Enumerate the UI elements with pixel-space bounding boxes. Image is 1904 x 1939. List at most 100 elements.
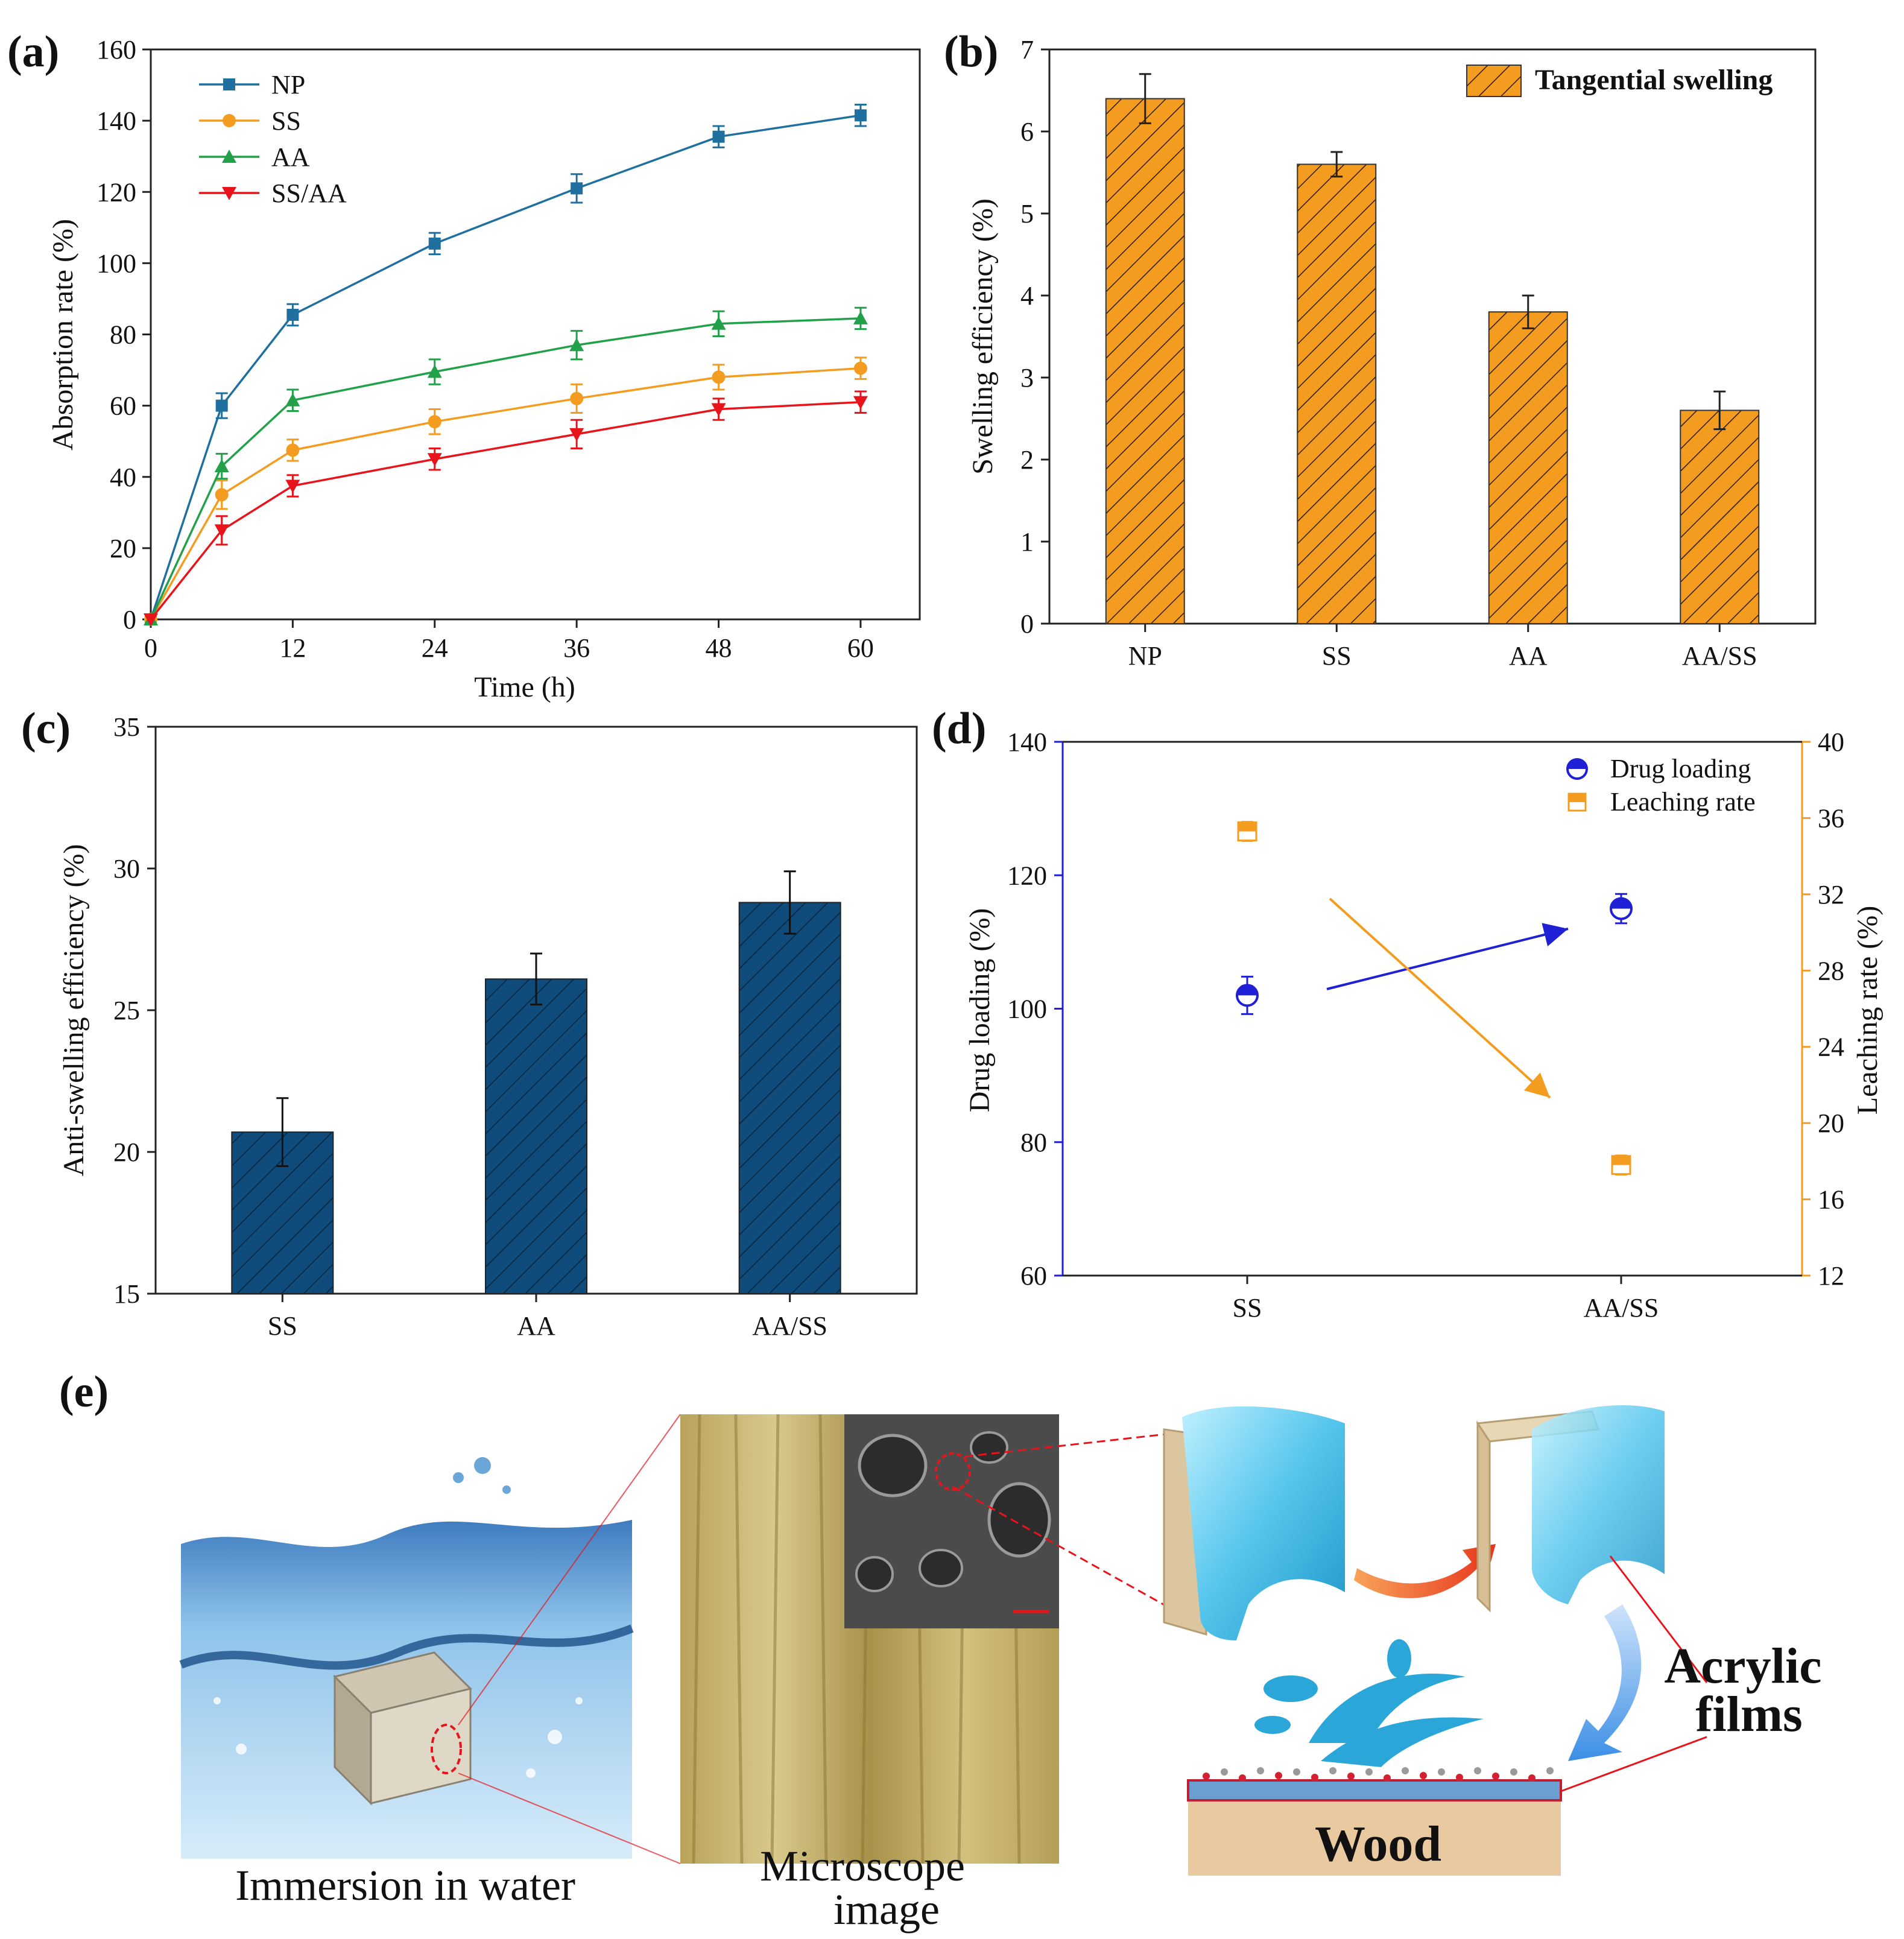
chart-a-legend-label: SS/AA [271,179,347,208]
chart-a-point [428,237,441,250]
chart-a-xtick-label: 0 [144,633,157,663]
chart-d-drug-loading-point-fill [1237,985,1257,996]
chart-a-ytick-label: 140 [96,106,136,136]
chart-d-leaching-point-fill [1612,1156,1630,1165]
deposit-arrow-icon [1568,1604,1642,1761]
chart-b-frame [1048,48,1817,625]
chart-c-xtick-label: AA/SS [752,1311,827,1341]
chart-d-xtick-label: AA/SS [1584,1293,1659,1323]
chart-a-ytick-label: 80 [110,320,136,350]
chart-a-point [712,370,726,384]
caption-acrylic: Acrylic [1664,1638,1821,1694]
chart-d-right-ylabel: Leaching rate (%) [1852,906,1883,1115]
chart-a-point [144,613,158,627]
chart-d-legend-marker-fill [1567,759,1587,769]
panel-a: (a) 0 20 40 60 80 100 120 140 160 0 12 24 36 48 60 NP S… [7,27,921,703]
chart-a-ytick-label: 20 [110,534,136,563]
chart-d-axes: 60 80 100 120 140 12 16 20 24 28 32 36 40 SS AA/SS [1007,727,1844,1323]
caption-microscope-line1: Microscope [760,1842,965,1890]
chart-a-point [214,524,229,538]
panel-label-e: (e) [59,1367,109,1417]
chart-c-axes: 15 20 25 30 35 SS AA AA/SS [113,712,827,1341]
chart-a-xtick-label: 12 [279,633,306,663]
chart-a-point [854,109,867,122]
chart-a-point [853,311,868,324]
chart-a-legend-marker [223,78,235,90]
chart-b-bars [1105,73,1760,625]
chart-b-ytick-label: 3 [1020,363,1034,393]
chart-a-ytick-label: 100 [96,248,136,278]
chart-a-legend-label: AA [271,142,310,172]
chart-a-point [215,399,228,412]
chart-a-point [428,415,441,429]
cell-wall-with-film-icon [1476,1405,1665,1613]
chart-a-legend-label: SS [271,106,301,136]
chart-a-ytick-label: 60 [110,391,136,421]
chart-a-point [570,391,584,405]
chart-a-point [711,316,726,330]
chart-a-point [853,396,868,410]
chart-a-series [144,104,868,627]
chart-d-left-ytick-label: 120 [1007,861,1047,890]
chart-b-ytick-label: 7 [1020,35,1034,65]
chart-a-xtick-label: 36 [563,633,590,663]
chart-d-leaching-point-fill [1238,822,1256,832]
chart-b-bar [1680,410,1760,625]
chart-d-legend: Drug loading Leaching rate [1566,754,1756,817]
chart-b-xtick-label: AA [1509,641,1548,671]
chart-a-point [214,459,229,473]
chart-b-xtick-label: SS [1322,641,1352,671]
chart-a-xtick-label: 24 [422,633,448,663]
panel-label-a: (a) [7,27,59,77]
chart-d-right-ytick-label: 40 [1818,727,1844,757]
chart-a-xlabel: Time (h) [474,671,575,703]
panel-label-b: (b) [944,27,998,77]
chart-a-point [285,393,300,406]
chart-d-left-ytick-label: 100 [1007,995,1047,1024]
chart-c-ytick-label: 30 [113,854,140,884]
chart-a-axes: 0 20 40 60 80 100 120 140 160 0 12 24 36 48 60 [96,35,874,663]
chart-a-legend-marker [222,187,236,200]
chart-c-ytick-label: 20 [113,1137,140,1167]
chart-a-legend-marker [222,150,236,163]
chart-d-legend-marker-fill [1569,794,1586,802]
chart-d-increase-arrow [1326,923,1569,990]
chart-d-right-ytick-label: 24 [1818,1033,1844,1062]
chart-c-ytick-label: 15 [113,1279,140,1309]
chart-a-point [215,488,229,502]
transform-arrow-icon [1354,1544,1496,1598]
chart-d-left-ytick-label: 60 [1020,1261,1047,1291]
chart-b-legend-label: Tangential swelling [1535,64,1773,96]
chart-a-xtick-label: 60 [847,633,874,663]
chart-a-line-ss [150,367,861,620]
caption-films: films [1695,1686,1802,1742]
chart-a-frame [150,48,921,621]
cell-wall-with-gel-icon [1163,1406,1345,1640]
chart-d-decrease-arrow [1329,897,1551,1099]
chart-a-point [712,130,725,143]
chart-d-left-ylabel: Drug loading (%) [964,908,996,1113]
chart-d-right-ytick-label: 16 [1818,1185,1844,1215]
chart-d-right-ytick-label: 32 [1818,880,1844,909]
chart-a-ylabel: Absorption rate (%) [47,219,79,451]
chart-b-ytick-label: 5 [1020,199,1034,229]
chart-c-ylabel: Anti-swelling efficiency (%) [58,844,90,1177]
chart-b-ytick-label: 0 [1020,609,1034,639]
chart-a-point [286,309,299,321]
chart-a-ytick-label: 120 [96,177,136,207]
caption-immersion-in-water: Immersion in water [235,1861,575,1909]
chart-c-bar [485,978,587,1295]
sem-inset-image [844,1414,1059,1628]
chart-c-ytick-label: 35 [113,712,140,742]
chart-d-left-ytick-label: 140 [1007,727,1047,757]
chart-c-xtick-label: SS [268,1311,297,1341]
chart-d-xtick-label: SS [1233,1293,1262,1323]
chart-a-point [569,338,584,352]
chart-d-legend-label: Leaching rate [1610,787,1756,817]
wood-with-film-diagram [1187,1767,1562,1876]
chart-d-right-ytick-label: 20 [1818,1109,1844,1138]
chart-a-line-np [150,114,861,620]
panel-c: (c) 15 20 25 30 35 SS AA AA/SS Anti-swelling ef… [21,704,918,1341]
chart-b-bar [1105,98,1185,625]
chart-a-point [569,428,584,441]
